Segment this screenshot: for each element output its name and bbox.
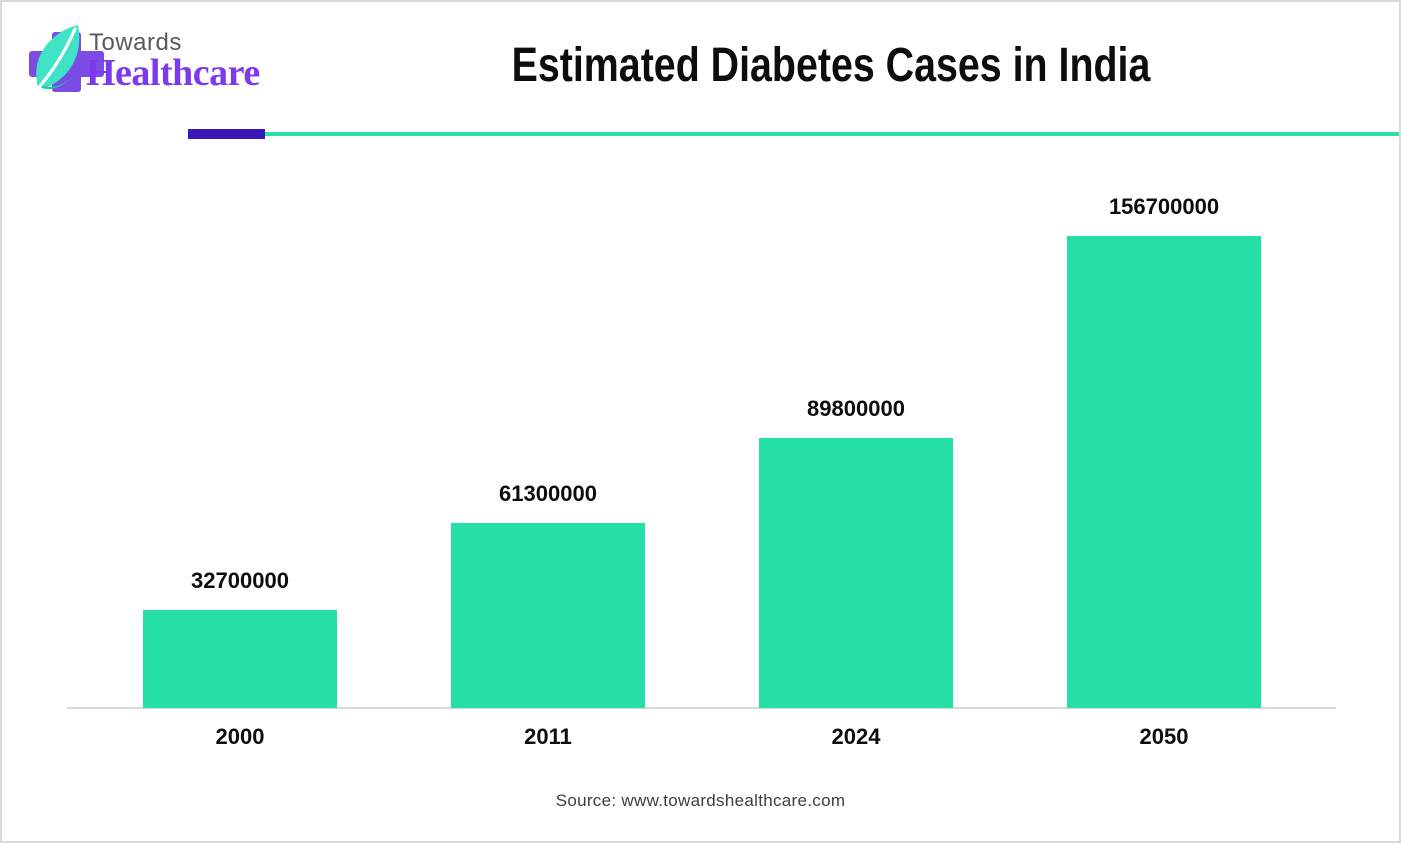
bar-group-2000: 32700000 2000 [143, 162, 337, 749]
x-axis-label-2050: 2050 [1139, 724, 1189, 749]
bar-value-label-2011: 61300000 [499, 481, 597, 506]
logo-healthcare-text: Healthcare [86, 52, 260, 94]
x-axis-label-2011: 2011 [524, 724, 572, 749]
divider-line [265, 132, 1399, 136]
x-axis-line [67, 707, 1336, 709]
divider-accent-bar [188, 129, 265, 139]
bar-value-label-2024: 89800000 [807, 396, 905, 421]
logo-towards-text: Towards [89, 29, 182, 56]
chart-title: Estimated Diabetes Cases in India [511, 39, 1151, 92]
bar-2011 [451, 523, 645, 708]
bar-group-2050: 156700000 2050 [1067, 162, 1261, 749]
x-axis-label-2000: 2000 [215, 724, 265, 749]
bar-2000 [143, 610, 337, 708]
bar-2024 [759, 438, 953, 708]
bar-2050 [1067, 236, 1261, 708]
bar-group-2011: 61300000 2011 [451, 162, 645, 749]
bar-chart: 32700000 2000 61300000 2011 89800000 2024 1567… [67, 162, 1336, 749]
source-text: Source: www.towardshealthcare.com [555, 791, 846, 810]
towards-healthcare-logo-icon [29, 25, 104, 92]
x-axis-label-2024: 2024 [831, 724, 881, 749]
bar-value-label-2000: 32700000 [191, 568, 289, 593]
bar-group-2024: 89800000 2024 [759, 162, 953, 749]
bar-value-label-2050: 156700000 [1108, 194, 1220, 219]
